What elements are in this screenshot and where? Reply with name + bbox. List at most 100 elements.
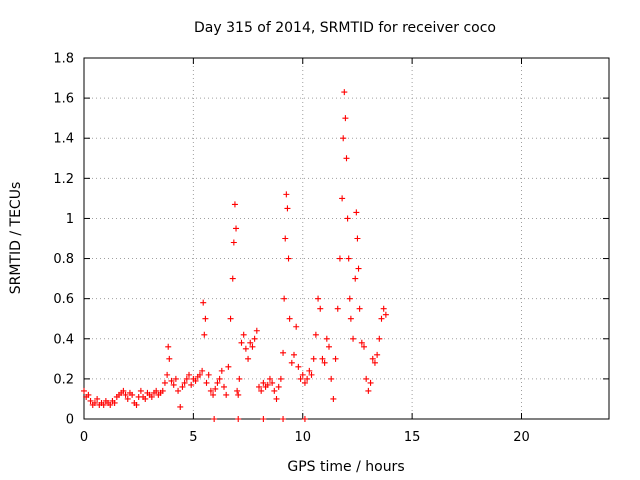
- data-point: [251, 335, 258, 342]
- data-point: [382, 311, 389, 318]
- data-point: [230, 239, 237, 246]
- data-point: [374, 351, 381, 358]
- data-point: [295, 363, 302, 370]
- data-point: [212, 385, 219, 392]
- y-tick-label: 1: [66, 212, 74, 227]
- data-point: [153, 387, 160, 394]
- data-point: [179, 383, 186, 390]
- data-point: [233, 225, 240, 232]
- x-tick-label: 5: [189, 430, 197, 445]
- x-tick-label: 20: [513, 430, 530, 445]
- data-point: [340, 135, 347, 142]
- data-point: [358, 339, 365, 346]
- data-point: [91, 399, 98, 406]
- data-point: [207, 387, 214, 394]
- data-point: [161, 379, 168, 386]
- data-point: [94, 395, 101, 402]
- data-point: [353, 209, 360, 216]
- data-point: [214, 379, 221, 386]
- data-point: [378, 315, 385, 322]
- data-point: [354, 235, 361, 242]
- data-point: [332, 355, 339, 362]
- data-point: [124, 395, 131, 402]
- data-point: [205, 371, 212, 378]
- data-point: [281, 295, 288, 302]
- data-point: [361, 343, 367, 350]
- y-tick-label: 1.8: [53, 52, 74, 67]
- plot-frame: [83, 57, 610, 420]
- x-tick-label: 10: [294, 430, 311, 445]
- data-point: [253, 327, 260, 334]
- data-point: [341, 89, 348, 96]
- data-point: [273, 395, 280, 402]
- data-point: [345, 255, 352, 262]
- data-point: [286, 315, 293, 322]
- data-point: [380, 305, 387, 312]
- data-point: [266, 375, 273, 382]
- data-point: [122, 391, 129, 398]
- data-point: [218, 367, 225, 374]
- data-point: [111, 399, 118, 406]
- data-point: [297, 375, 304, 382]
- y-axis-title: SRMTID / TECUs: [8, 182, 24, 295]
- data-point: [223, 391, 230, 398]
- data-point: [175, 387, 182, 394]
- data-point: [343, 155, 350, 162]
- data-point: [355, 265, 362, 272]
- data-point: [369, 355, 376, 362]
- x-axis-title: GPS time / hours: [287, 459, 404, 475]
- data-point: [245, 355, 252, 362]
- data-point: [317, 305, 324, 312]
- data-point: [203, 379, 210, 386]
- data-point: [312, 331, 319, 338]
- data-point: [328, 375, 335, 382]
- data-point: [347, 315, 354, 322]
- data-point: [285, 255, 292, 262]
- data-point: [240, 331, 247, 338]
- data-point: [129, 391, 136, 398]
- data-point: [376, 335, 383, 342]
- data-points: [81, 89, 389, 422]
- y-tick-label: 0.4: [53, 332, 74, 347]
- data-point: [256, 383, 262, 390]
- data-point: [202, 315, 209, 322]
- data-point: [227, 315, 234, 322]
- data-point: [293, 323, 300, 330]
- y-tick-label: 1.6: [53, 92, 74, 107]
- data-point: [260, 416, 267, 422]
- data-point: [344, 215, 351, 222]
- data-point: [363, 375, 370, 382]
- data-point: [199, 367, 206, 374]
- data-point: [334, 305, 341, 312]
- data-point: [236, 375, 243, 382]
- data-point: [301, 379, 308, 386]
- data-point: [299, 371, 306, 378]
- data-point: [231, 201, 238, 208]
- data-point: [283, 191, 290, 198]
- data-point: [326, 343, 332, 350]
- data-point: [301, 416, 308, 422]
- data-point: [249, 343, 256, 350]
- data-point: [196, 371, 203, 378]
- data-point: [304, 375, 311, 382]
- data-point: [284, 205, 291, 212]
- data-point: [87, 397, 94, 404]
- data-point: [342, 115, 349, 122]
- data-point: [235, 391, 242, 398]
- data-point: [330, 395, 337, 402]
- y-tick-label: 0: [66, 413, 74, 428]
- data-point: [172, 375, 179, 382]
- data-point: [371, 359, 378, 366]
- data-point: [242, 345, 249, 352]
- data-point: [260, 379, 267, 386]
- data-point: [339, 195, 346, 202]
- data-point: [310, 355, 317, 362]
- data-point: [350, 335, 357, 342]
- data-point: [211, 416, 218, 422]
- data-point: [288, 359, 295, 366]
- data-point: [238, 339, 245, 346]
- data-point: [234, 387, 241, 394]
- data-point: [229, 275, 236, 282]
- data-point: [168, 377, 175, 384]
